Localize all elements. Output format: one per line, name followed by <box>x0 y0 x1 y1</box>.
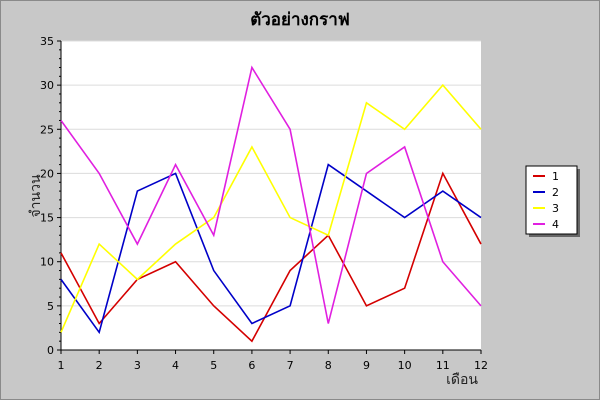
x-axis-title: เดือน <box>446 372 478 388</box>
y-tick-label: 5 <box>47 300 54 313</box>
x-tick-label: 2 <box>96 359 103 372</box>
legend-box <box>525 165 578 235</box>
legend-label-4: 4 <box>552 218 559 231</box>
x-tick-label: 6 <box>248 359 255 372</box>
x-tick-label: 4 <box>172 359 179 372</box>
series-lines <box>60 65 482 343</box>
x-tick-label: 9 <box>363 359 370 372</box>
legend: 1 2 3 4 <box>525 165 580 237</box>
y-tick-label: 10 <box>40 256 54 269</box>
x-tick-label: 8 <box>325 359 332 372</box>
x-tick-label: 1 <box>58 359 65 372</box>
legend-label-3: 3 <box>552 202 559 215</box>
plot-area <box>61 41 481 350</box>
series-line-3 <box>60 83 482 333</box>
gridlines <box>61 40 481 307</box>
x-tick-label: 3 <box>134 359 141 372</box>
y-tick-label: 20 <box>40 167 54 180</box>
y-tick-label: 15 <box>40 212 54 225</box>
x-tick-label: 5 <box>210 359 217 372</box>
series-line-1 <box>60 171 482 343</box>
y-tick-label: 35 <box>40 35 54 48</box>
y-tick-label: 25 <box>40 123 54 136</box>
axes <box>57 40 482 354</box>
x-tick-label: 10 <box>398 359 412 372</box>
y-tick-label: 0 <box>47 344 54 357</box>
chart-title: ตัวอย่างกราฟ <box>250 10 350 30</box>
series-line-4 <box>60 65 482 324</box>
legend-label-1: 1 <box>552 170 559 183</box>
legend-label-2: 2 <box>552 186 559 199</box>
y-tick-label: 30 <box>40 79 54 92</box>
y-axis-title: จำนวน <box>28 174 44 217</box>
x-tick-label: 7 <box>287 359 294 372</box>
x-tick-label: 11 <box>436 359 450 372</box>
series-line-2 <box>60 163 482 335</box>
x-tick-label: 12 <box>474 359 488 372</box>
legend-items: 1 2 3 4 <box>533 170 559 231</box>
